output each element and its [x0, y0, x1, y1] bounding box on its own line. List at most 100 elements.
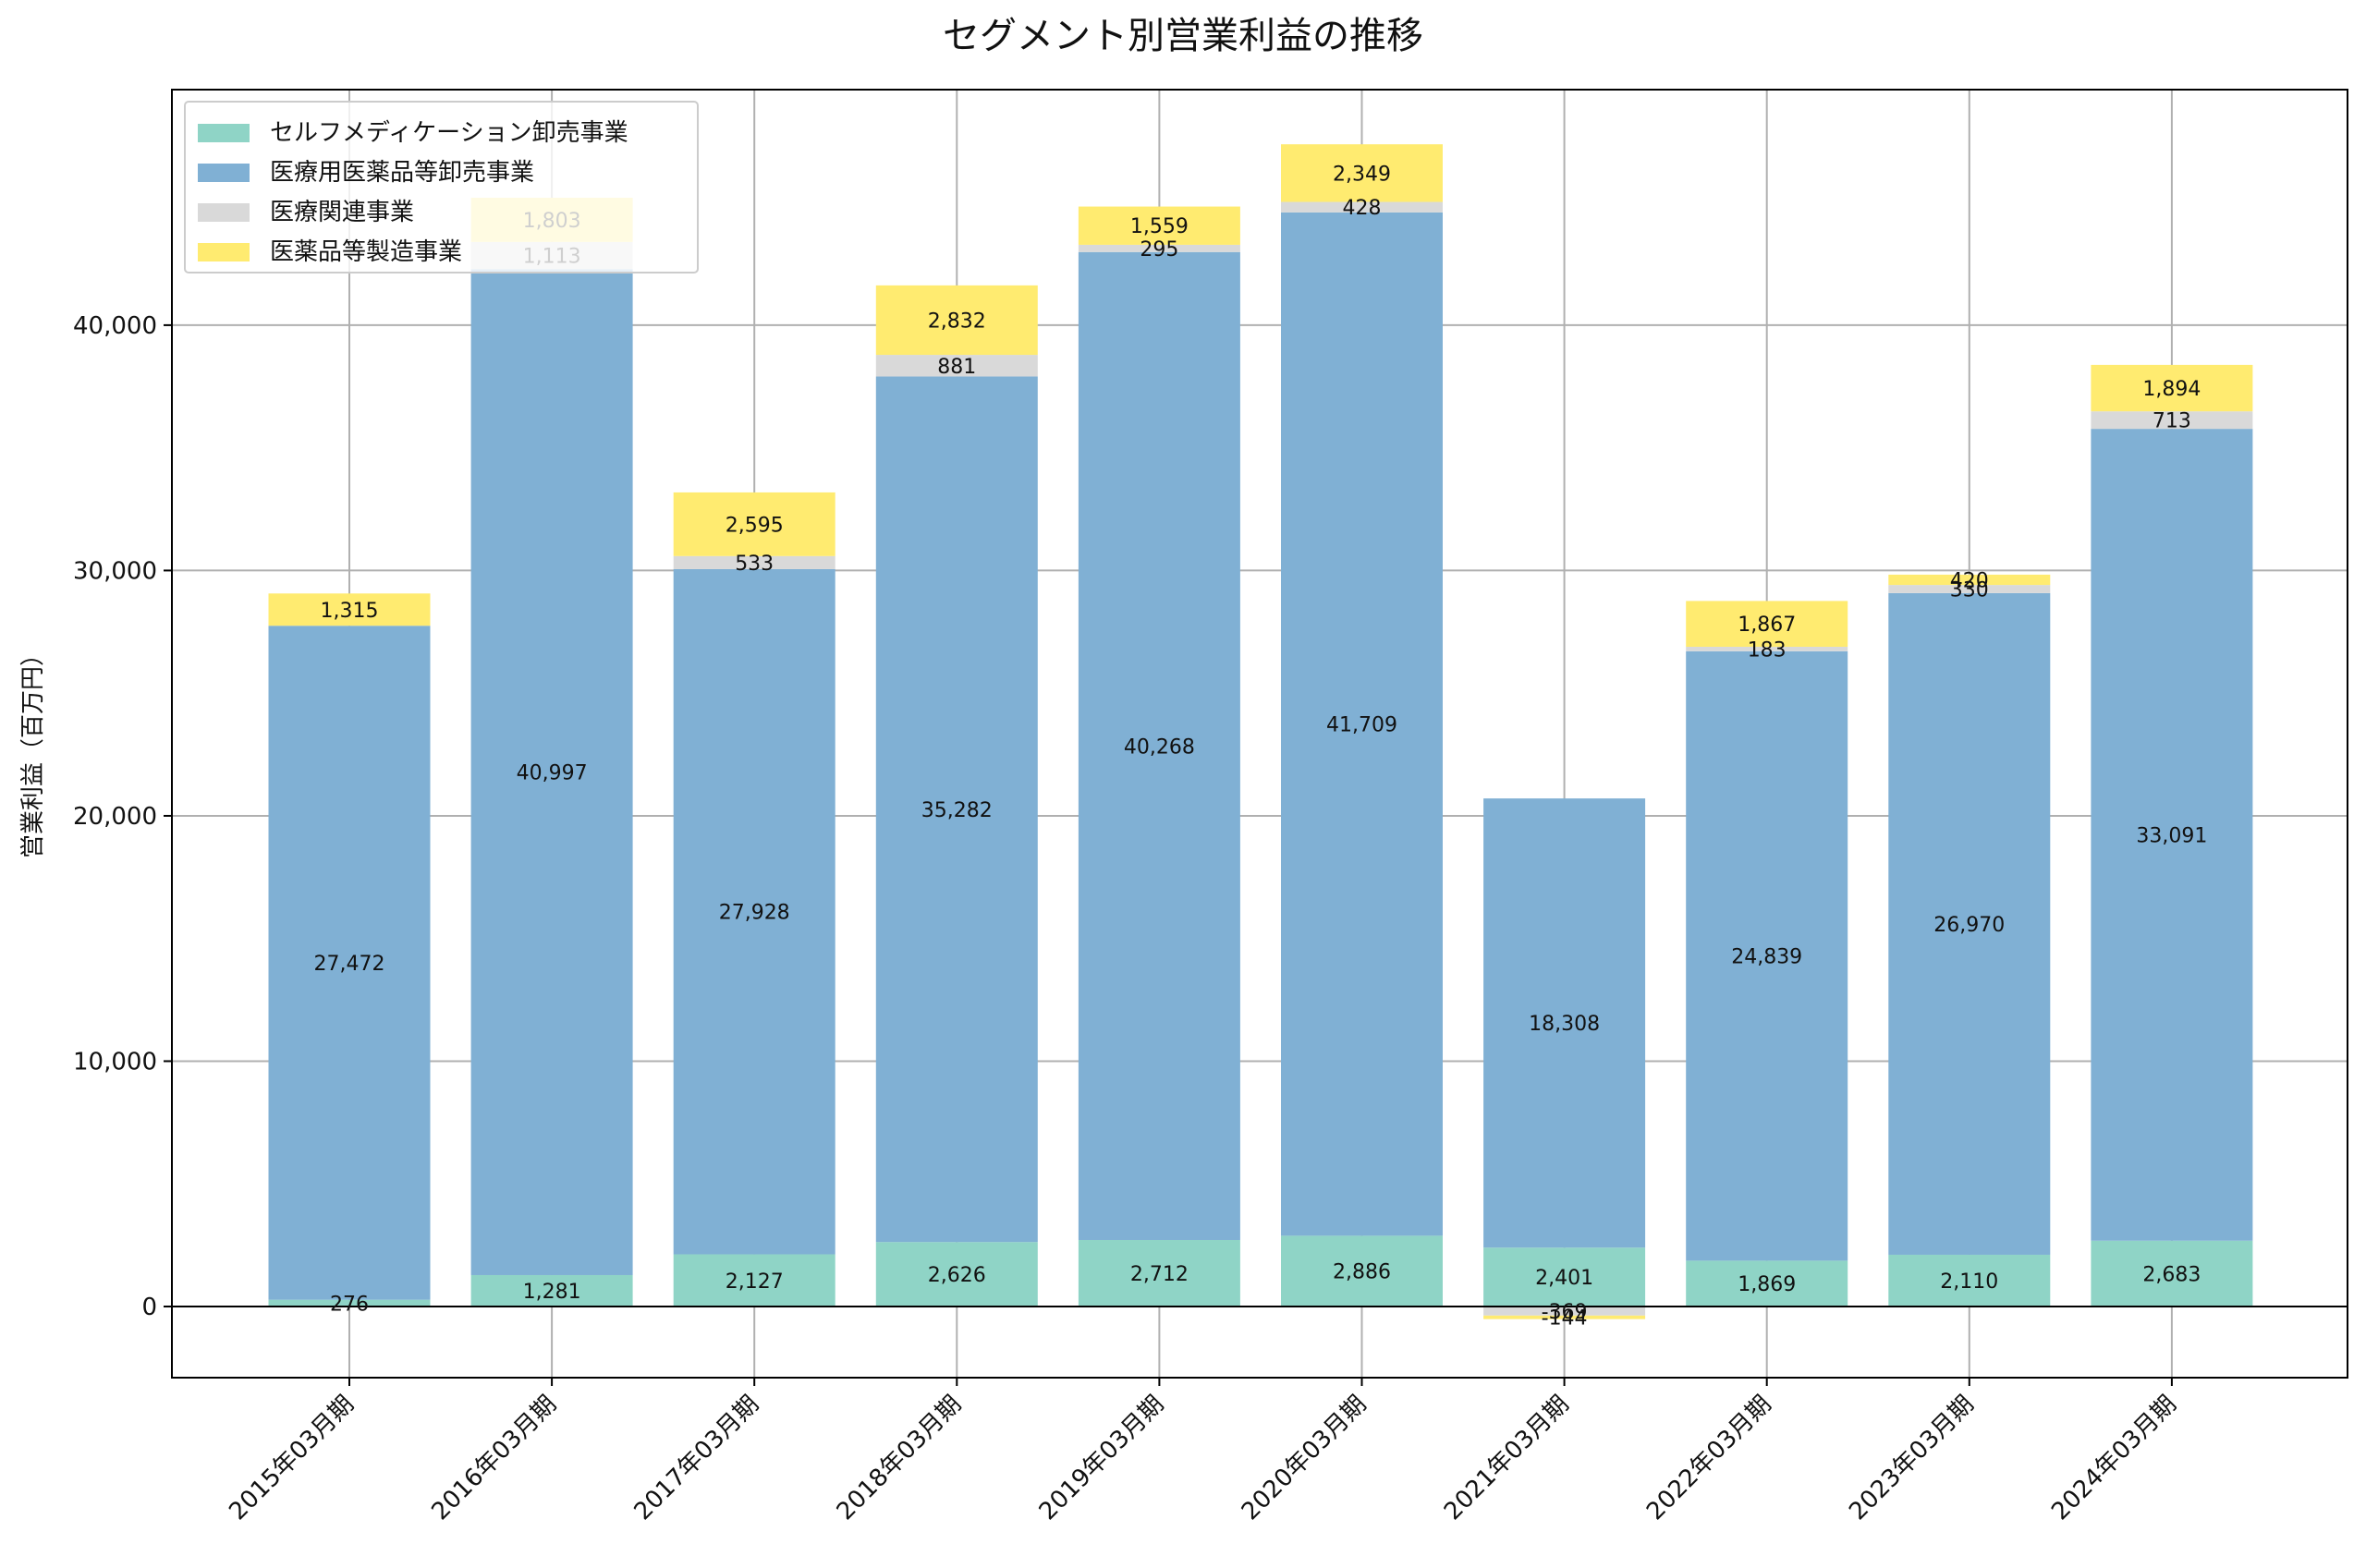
x-tick-label: 2020年03月期	[1237, 1391, 1372, 1526]
bar-segment	[1281, 212, 1443, 1236]
data-label: 2,349	[1333, 163, 1391, 186]
bar-segment	[1281, 1235, 1443, 1307]
data-label: 428	[1343, 197, 1382, 220]
y-tick-label: 10,000	[73, 1048, 157, 1076]
legend-label: 医薬品等製造事業	[270, 238, 462, 266]
data-label: 295	[1140, 238, 1178, 261]
x-tick-label: 2024年03月期	[2046, 1391, 2182, 1526]
x-tick-label: 2021年03月期	[1439, 1391, 1575, 1526]
data-label: 276	[330, 1293, 369, 1316]
data-label: 40,268	[1124, 735, 1195, 759]
bar-segment	[1078, 206, 1240, 245]
bar-segment	[2091, 1240, 2253, 1307]
data-label: 27,472	[314, 953, 385, 976]
bar-segment	[470, 1274, 633, 1307]
data-label: -369	[1542, 1301, 1588, 1324]
data-label: 533	[735, 553, 774, 576]
data-label: 33,091	[2136, 824, 2207, 847]
data-label: 1,867	[1738, 614, 1796, 637]
y-tick-label: 0	[141, 1294, 157, 1321]
legend-swatch	[198, 243, 250, 261]
data-label: 35,282	[921, 799, 993, 822]
legend-box	[184, 101, 699, 273]
data-label: 881	[937, 356, 976, 379]
data-label: 24,839	[1731, 946, 1802, 969]
legend-label: 医療関連事業	[270, 199, 414, 226]
data-label: 1,281	[523, 1281, 581, 1304]
bar-segment	[875, 1242, 1038, 1307]
data-label: 2,595	[726, 514, 784, 537]
bar-segment	[875, 376, 1038, 1243]
data-label: 420	[1950, 570, 1989, 593]
legend-swatch	[198, 124, 250, 142]
y-axis-label: 営業利益（百万円）	[19, 642, 47, 858]
bar-segment	[1078, 1239, 1240, 1307]
bar-segment	[1686, 601, 1848, 647]
data-label: 2,110	[1940, 1270, 1998, 1294]
x-tick-label: 2018年03月期	[832, 1391, 968, 1526]
bar-segment	[2091, 411, 2253, 430]
bar-segment	[1888, 592, 2051, 1255]
bar-segment	[673, 492, 835, 556]
bar-segment	[1888, 574, 2051, 586]
legend-swatch	[198, 164, 250, 182]
data-label: 2,127	[726, 1270, 784, 1294]
data-label: 1,315	[321, 600, 379, 623]
legend-label: セルフメディケーション卸売事業	[270, 119, 628, 147]
bar-segment	[268, 1299, 431, 1307]
plot-frame	[171, 89, 2348, 1379]
bar-segment	[1281, 201, 1443, 213]
bar-segment	[1483, 1247, 1646, 1307]
data-label: 1,559	[1130, 215, 1189, 238]
bar-segment	[268, 593, 431, 626]
data-label: 1,869	[1738, 1273, 1796, 1296]
bar-segment	[470, 269, 633, 1275]
data-label: 1,894	[2142, 378, 2201, 401]
bar-segment	[268, 626, 431, 1300]
data-label: 26,970	[1933, 914, 2005, 937]
bar-segment	[1483, 1306, 1646, 1316]
data-label: 40,997	[517, 762, 588, 785]
bar-segment	[1483, 1315, 1646, 1319]
bar-segment	[673, 1254, 835, 1307]
bar-segment	[875, 355, 1038, 377]
bar-segment	[875, 285, 1038, 356]
x-tick-label: 2017年03月期	[629, 1391, 765, 1526]
x-tick-label: 2019年03月期	[1034, 1391, 1170, 1526]
data-label: 2,683	[2142, 1263, 2201, 1286]
chart-title: セグメント別営業利益の推移	[943, 15, 1423, 57]
data-label: 27,928	[719, 902, 790, 925]
bar-segment	[673, 555, 835, 569]
data-label: 18,308	[1529, 1013, 1600, 1036]
data-label: -144	[1542, 1307, 1588, 1331]
data-label: 2,832	[928, 310, 986, 333]
x-tick-label: 2016年03月期	[426, 1391, 562, 1526]
data-label: 330	[1950, 578, 1989, 602]
x-tick-label: 2023年03月期	[1844, 1391, 1980, 1526]
bar-segment	[2091, 364, 2253, 412]
legend-swatch	[198, 203, 250, 222]
bars	[268, 144, 2253, 1319]
data-label: 183	[1748, 638, 1787, 662]
bar-segment	[1078, 244, 1240, 252]
data-label: 713	[2153, 410, 2191, 433]
bar-segment	[1686, 646, 1848, 651]
bar-segment	[2091, 429, 2253, 1241]
data-label: 2,712	[1130, 1263, 1189, 1286]
bar-segment	[1281, 144, 1443, 202]
legend-label: 医療用医薬品等卸売事業	[270, 159, 534, 187]
y-tick-label: 40,000	[73, 312, 157, 340]
bar-segment	[1888, 1254, 2051, 1307]
bar-segment	[1483, 798, 1646, 1248]
x-tick-label: 2015年03月期	[224, 1391, 360, 1526]
bar-segment	[1686, 1260, 1848, 1307]
bar-segment	[1078, 251, 1240, 1240]
x-tick-label: 2022年03月期	[1641, 1391, 1777, 1526]
data-label: 2,886	[1333, 1261, 1391, 1284]
bar-segment	[1686, 650, 1848, 1261]
y-tick-label: 20,000	[73, 803, 157, 831]
data-label: 2,401	[1535, 1267, 1593, 1290]
data-label: 41,709	[1326, 714, 1397, 737]
